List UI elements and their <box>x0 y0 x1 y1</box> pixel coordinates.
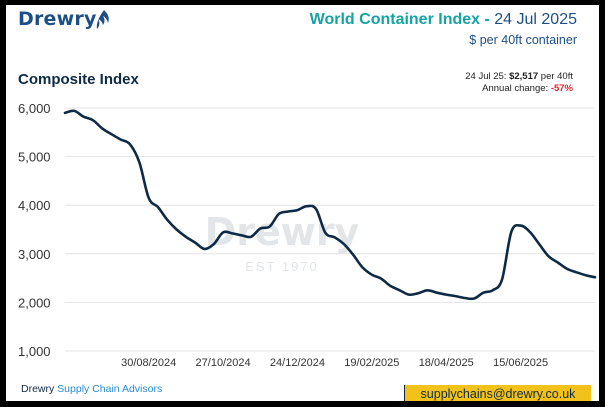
composite-index-line <box>63 109 597 301</box>
y-tick-label: 3,000 <box>18 247 51 262</box>
chart-panel: Drewry World Container Index - 24 Jul 20… <box>6 5 599 401</box>
annual-change-annotation: Annual change: -57% <box>482 83 573 94</box>
x-tick-label: 18/04/2025 <box>419 357 474 369</box>
watermark-est: EST 1970 <box>245 259 319 274</box>
y-tick-label: 5,000 <box>18 150 51 165</box>
x-tick-label: 19/02/2025 <box>344 357 399 369</box>
contact-email[interactable]: supplychains@drewry.co.uk <box>404 385 591 401</box>
flame-logo-icon <box>96 10 109 29</box>
watermark: Drewry EST 1970 <box>205 210 360 274</box>
x-axis-labels: 30/08/2024 27/10/2024 24/12/2024 19/02/2025… <box>121 357 548 369</box>
x-tick-label: 30/08/2024 <box>121 357 176 369</box>
latest-value-annotation: 24 Jul 25: $2,517 per 40ft <box>465 71 573 82</box>
y-axis-labels: 1,000 2,000 3,000 4,000 5,000 6,000 <box>18 101 51 359</box>
line-chart: 1,000 2,000 3,000 4,000 5,000 6,000 30/08/202… <box>18 101 597 369</box>
y-tick-label: 4,000 <box>18 198 51 213</box>
y-tick-label: 1,000 <box>18 344 51 359</box>
y-tick-label: 6,000 <box>18 101 51 116</box>
x-tick-label: 27/10/2024 <box>196 357 251 369</box>
index-heading: Composite Index <box>18 71 139 88</box>
drewry-logo: Drewry <box>18 8 97 30</box>
chart-subtitle: $ per 40ft container <box>469 33 577 47</box>
x-tick-label: 24/12/2024 <box>270 357 325 369</box>
y-tick-label: 2,000 <box>18 295 51 310</box>
chart-title: World Container Index - 24 Jul 2025 <box>309 11 577 28</box>
x-tick-label: 15/06/2025 <box>493 357 548 369</box>
footer-brand: Drewry Supply Chain Advisors <box>21 383 163 395</box>
